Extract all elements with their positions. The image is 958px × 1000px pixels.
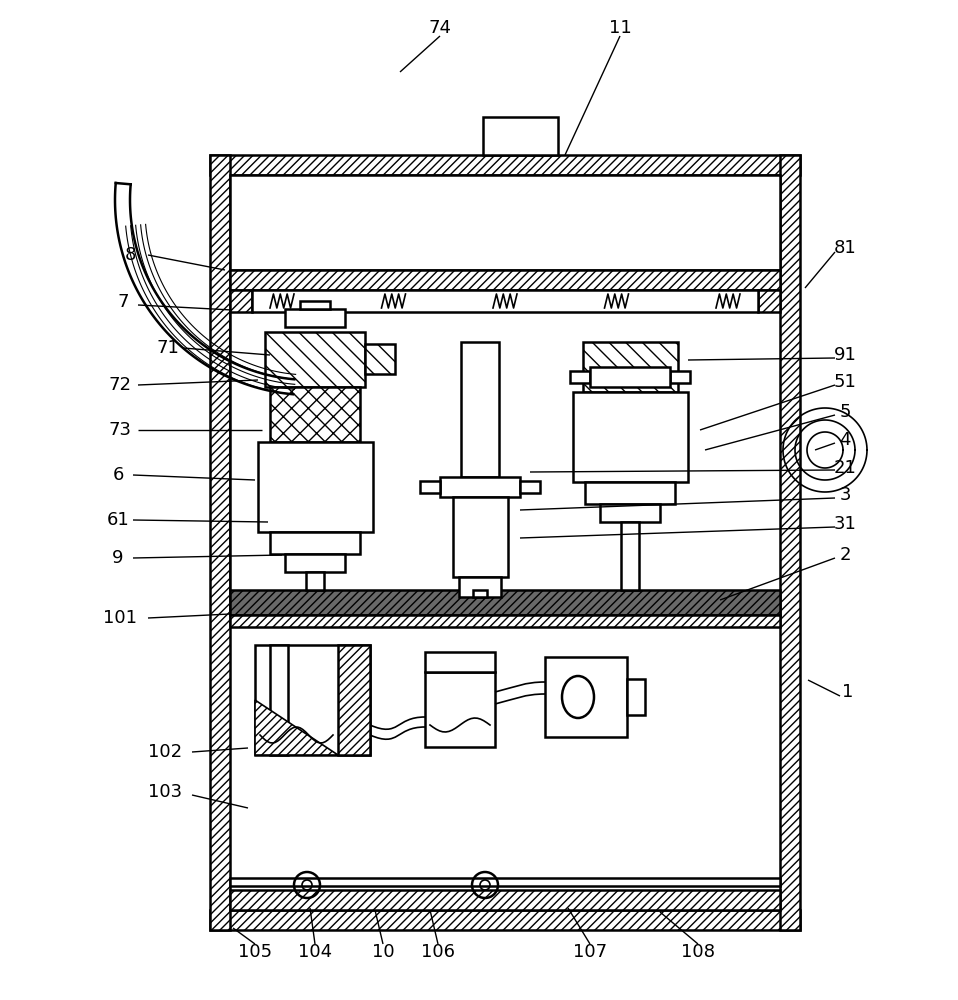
Text: 31: 31 <box>833 515 856 533</box>
Text: 6: 6 <box>112 466 124 484</box>
Text: 103: 103 <box>148 783 182 801</box>
Bar <box>252 290 758 312</box>
Ellipse shape <box>562 676 594 718</box>
Bar <box>600 504 660 522</box>
Bar <box>440 477 520 497</box>
Bar <box>338 645 370 755</box>
Text: 104: 104 <box>298 943 332 961</box>
Text: 72: 72 <box>108 376 131 394</box>
Bar <box>255 645 370 755</box>
Bar <box>459 577 501 597</box>
Bar <box>210 155 800 175</box>
Bar <box>758 290 780 312</box>
Text: 7: 7 <box>117 293 128 311</box>
Text: 71: 71 <box>156 339 179 357</box>
Text: 101: 101 <box>103 609 137 627</box>
Bar <box>230 878 780 886</box>
Text: 81: 81 <box>833 239 856 257</box>
Text: 74: 74 <box>428 19 451 37</box>
Bar <box>230 270 780 290</box>
Bar <box>230 890 780 910</box>
Bar <box>780 155 800 930</box>
Bar <box>483 117 558 155</box>
Text: 8: 8 <box>125 246 136 264</box>
Text: 106: 106 <box>421 943 455 961</box>
Text: 2: 2 <box>839 546 851 564</box>
Bar <box>270 645 288 755</box>
Bar <box>425 672 495 747</box>
Text: 21: 21 <box>833 459 856 477</box>
Text: 11: 11 <box>608 19 631 37</box>
Text: 105: 105 <box>238 943 272 961</box>
Text: 102: 102 <box>148 743 182 761</box>
Bar <box>573 392 688 482</box>
Text: 9: 9 <box>112 549 124 567</box>
Polygon shape <box>255 700 338 755</box>
Text: 5: 5 <box>839 403 851 421</box>
Bar <box>265 332 365 387</box>
Bar <box>258 442 373 532</box>
Bar <box>306 572 324 590</box>
Bar <box>365 344 395 374</box>
Text: 107: 107 <box>573 943 607 961</box>
Bar <box>285 309 345 327</box>
Bar <box>670 371 690 383</box>
Bar <box>461 342 499 477</box>
Bar <box>520 481 540 493</box>
Text: 61: 61 <box>106 511 129 529</box>
Bar <box>621 522 639 590</box>
Text: 91: 91 <box>833 346 856 364</box>
Text: 1: 1 <box>842 683 854 701</box>
Bar <box>453 497 508 577</box>
Bar <box>230 290 252 312</box>
Text: 108: 108 <box>681 943 715 961</box>
Text: 51: 51 <box>833 373 856 391</box>
Bar <box>300 301 330 309</box>
Bar <box>627 679 645 715</box>
Bar <box>583 342 678 392</box>
Bar <box>570 371 590 383</box>
Bar <box>210 155 230 930</box>
Bar <box>285 554 345 572</box>
Bar <box>270 532 360 554</box>
Text: 73: 73 <box>108 421 131 439</box>
Bar <box>545 657 627 737</box>
Text: 4: 4 <box>839 431 851 449</box>
Bar <box>473 590 487 597</box>
Text: 10: 10 <box>372 943 395 961</box>
Bar <box>230 175 780 270</box>
Bar <box>420 481 440 493</box>
Bar <box>230 615 780 627</box>
Bar <box>585 482 675 504</box>
Bar <box>425 652 495 672</box>
Bar <box>590 367 670 387</box>
Bar <box>210 910 800 930</box>
Bar <box>270 387 360 442</box>
Text: 3: 3 <box>839 486 851 504</box>
Bar <box>230 590 780 615</box>
